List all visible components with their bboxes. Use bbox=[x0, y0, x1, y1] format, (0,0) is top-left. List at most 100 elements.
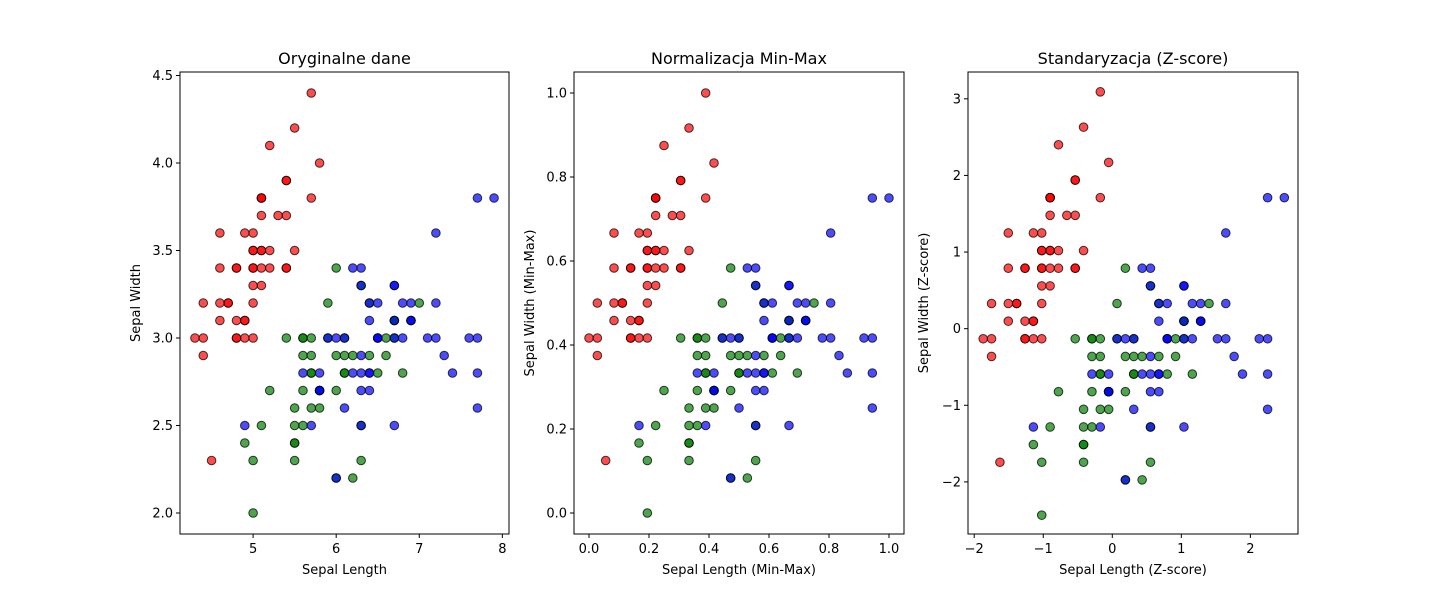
data-point-setosa bbox=[248, 245, 258, 256]
data-point-virginica bbox=[1187, 298, 1198, 309]
data-point-virginica bbox=[750, 263, 761, 273]
data-point-versicolor bbox=[339, 368, 350, 378]
y-tick-label: 2 bbox=[953, 169, 961, 184]
data-point-versicolor bbox=[1137, 351, 1147, 362]
x-tick-label: 0.0 bbox=[579, 542, 600, 557]
y-tick-label: 0.2 bbox=[546, 423, 567, 438]
y-axis-label: Sepal Width (Min-Max) bbox=[523, 230, 538, 377]
data-point-setosa bbox=[675, 210, 686, 221]
data-point-setosa bbox=[700, 193, 711, 203]
data-point-versicolor bbox=[659, 385, 669, 396]
data-point-versicolor bbox=[339, 350, 350, 361]
data-point-virginica bbox=[800, 315, 811, 326]
data-point-versicolor bbox=[1095, 333, 1106, 344]
y-tick-label: −2 bbox=[942, 475, 961, 490]
data-point-setosa bbox=[650, 245, 661, 256]
data-point-versicolor bbox=[1095, 369, 1106, 379]
data-point-setosa bbox=[617, 298, 628, 308]
data-point-versicolor bbox=[264, 385, 275, 396]
data-point-versicolor bbox=[1120, 351, 1131, 362]
data-point-virginica bbox=[364, 315, 375, 326]
data-point-setosa bbox=[256, 245, 267, 256]
data-point-setosa bbox=[684, 123, 694, 133]
data-point-setosa bbox=[659, 263, 669, 273]
data-point-versicolor bbox=[306, 403, 317, 413]
y-tick-label: 2.0 bbox=[152, 507, 173, 522]
data-point-setosa bbox=[642, 245, 653, 256]
data-point-virginica bbox=[1154, 316, 1164, 326]
data-point-setosa bbox=[650, 193, 661, 203]
data-point-versicolor bbox=[298, 350, 308, 361]
data-point-versicolor bbox=[650, 420, 661, 431]
data-point-virginica bbox=[406, 298, 416, 308]
data-point-virginica bbox=[364, 298, 375, 308]
data-point-virginica bbox=[1195, 298, 1206, 309]
data-point-versicolor bbox=[1120, 386, 1131, 397]
data-point-setosa bbox=[642, 280, 653, 291]
data-point-virginica bbox=[717, 333, 728, 343]
data-point-versicolor bbox=[1087, 333, 1097, 344]
data-point-setosa bbox=[625, 263, 636, 273]
data-point-setosa bbox=[248, 263, 258, 273]
data-point-virginica bbox=[306, 420, 317, 431]
data-point-virginica bbox=[759, 368, 769, 378]
data-point-setosa bbox=[198, 333, 209, 343]
x-tick-label: 1 bbox=[1177, 542, 1185, 557]
data-point-versicolor bbox=[692, 350, 703, 361]
data-point-versicolor bbox=[248, 508, 258, 518]
data-point-setosa bbox=[1028, 316, 1039, 326]
data-point-versicolor bbox=[1170, 351, 1181, 362]
data-point-virginica bbox=[1120, 475, 1131, 485]
data-point-versicolor bbox=[1053, 386, 1064, 397]
data-point-virginica bbox=[1162, 333, 1173, 344]
data-point-versicolor bbox=[759, 350, 769, 361]
data-point-virginica bbox=[489, 193, 499, 203]
data-point-setosa bbox=[650, 280, 661, 291]
data-point-setosa bbox=[1045, 210, 1055, 221]
data-point-setosa bbox=[978, 333, 988, 344]
x-axis-label: Sepal Length bbox=[302, 563, 387, 578]
data-point-setosa bbox=[625, 333, 636, 343]
x-tick-label: 0.4 bbox=[699, 542, 720, 557]
data-point-virginica bbox=[792, 298, 803, 308]
y-tick-label: 3 bbox=[953, 92, 961, 107]
x-tick-label: 1.0 bbox=[879, 542, 900, 557]
data-point-virginica bbox=[784, 280, 794, 291]
data-point-virginica bbox=[431, 298, 441, 308]
plot-frame bbox=[179, 71, 510, 535]
data-point-virginica bbox=[431, 333, 441, 343]
data-point-setosa bbox=[650, 263, 661, 273]
data-point-setosa bbox=[248, 333, 258, 343]
data-point-virginica bbox=[825, 298, 836, 308]
data-point-versicolor bbox=[364, 350, 375, 361]
data-point-setosa bbox=[1036, 245, 1047, 256]
data-point-virginica bbox=[750, 420, 761, 431]
data-point-virginica bbox=[298, 368, 308, 378]
data-point-virginica bbox=[397, 298, 408, 308]
data-point-virginica bbox=[397, 333, 408, 343]
data-point-virginica bbox=[1137, 369, 1147, 379]
data-point-setosa bbox=[650, 210, 661, 221]
data-point-versicolor bbox=[1045, 422, 1055, 432]
data-point-setosa bbox=[1003, 228, 1014, 238]
data-point-versicolor bbox=[1095, 404, 1106, 415]
data-point-setosa bbox=[1036, 298, 1047, 309]
data-point-versicolor bbox=[1128, 369, 1139, 379]
data-point-versicolor bbox=[642, 508, 653, 518]
x-axis-label: Sepal Length (Z-score) bbox=[1059, 563, 1207, 578]
data-point-versicolor bbox=[717, 298, 728, 308]
data-point-setosa bbox=[584, 333, 594, 343]
data-point-setosa bbox=[256, 280, 267, 291]
data-point-virginica bbox=[1103, 386, 1114, 397]
data-point-setosa bbox=[231, 333, 242, 343]
data-point-setosa bbox=[281, 263, 292, 273]
x-tick-label: 0.8 bbox=[819, 542, 840, 557]
y-tick-label: 0.8 bbox=[546, 171, 567, 186]
data-point-versicolor bbox=[1170, 333, 1181, 344]
data-point-virginica bbox=[1279, 192, 1290, 203]
data-point-virginica bbox=[364, 385, 375, 396]
data-point-setosa bbox=[642, 298, 653, 308]
data-point-setosa bbox=[256, 210, 267, 221]
data-point-versicolor bbox=[709, 403, 719, 413]
